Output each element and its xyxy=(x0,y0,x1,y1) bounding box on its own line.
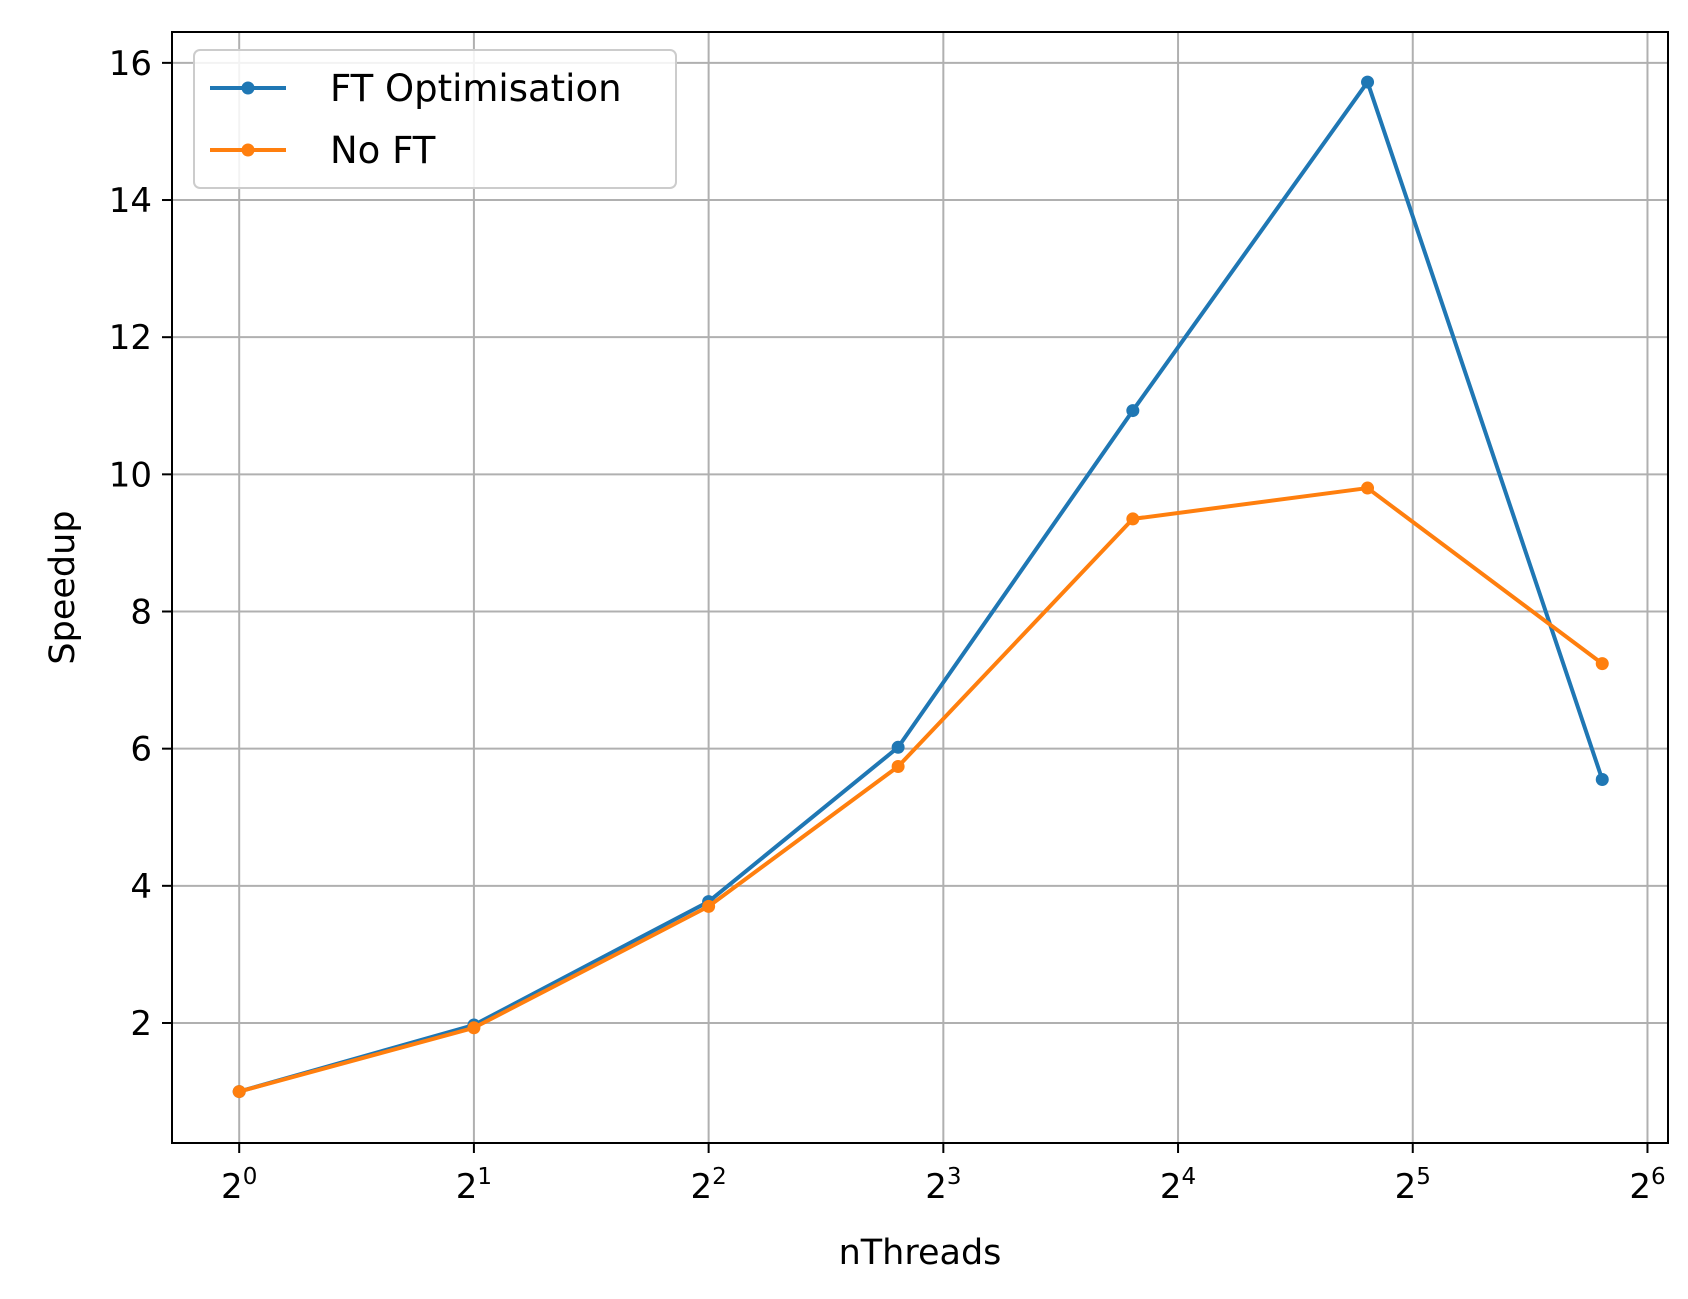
y-tick-label: 14 xyxy=(109,181,152,221)
x-axis-ticks: 20 21 22 23 24 25 26 xyxy=(221,1143,1666,1207)
data-point xyxy=(1595,657,1609,671)
y-tick-label: 8 xyxy=(130,593,152,633)
x-tick-exponent: 6 xyxy=(1651,1164,1666,1190)
series-line xyxy=(238,486,1604,1094)
series-1 xyxy=(232,481,1609,1099)
x-tick-label: 21 xyxy=(456,1164,492,1207)
y-tick-label: 10 xyxy=(109,455,152,495)
data-point xyxy=(1361,481,1375,495)
x-tick-exponent: 5 xyxy=(1416,1164,1431,1190)
x-tick-label: 24 xyxy=(1160,1164,1196,1207)
y-tick-label: 16 xyxy=(109,44,152,84)
x-tick-exponent: 2 xyxy=(712,1164,727,1190)
series-0 xyxy=(232,75,1609,1099)
y-tick-label: 6 xyxy=(130,730,152,770)
x-tick-label: 23 xyxy=(925,1164,961,1207)
legend-label: No FT xyxy=(330,129,436,172)
data-point xyxy=(1595,773,1609,787)
x-tick-base: 2 xyxy=(1395,1167,1417,1207)
x-tick-exponent: 0 xyxy=(243,1164,258,1190)
data-point xyxy=(1126,404,1140,418)
data-point xyxy=(232,1085,246,1099)
y-axis-ticks: 2 4 6 8 10 12 14 16 xyxy=(109,44,172,1044)
x-tick-base: 2 xyxy=(456,1167,478,1207)
legend-box xyxy=(193,49,677,189)
y-tick-label: 2 xyxy=(130,1004,152,1044)
grid xyxy=(172,32,1668,1143)
x-tick-label: 26 xyxy=(1629,1164,1665,1207)
y-tick-label: 12 xyxy=(109,318,152,358)
series-lines xyxy=(232,75,1609,1099)
x-tick-base: 2 xyxy=(925,1167,947,1207)
data-point xyxy=(702,899,716,913)
series-line xyxy=(238,80,1605,1094)
legend-swatch-marker xyxy=(241,81,255,95)
y-axis-label: Speedup xyxy=(43,510,83,664)
x-tick-label: 20 xyxy=(221,1164,257,1207)
x-tick-label: 25 xyxy=(1395,1164,1431,1207)
data-point xyxy=(1361,75,1375,89)
x-tick-base: 2 xyxy=(1629,1167,1651,1207)
data-point xyxy=(467,1021,481,1035)
x-tick-label: 22 xyxy=(690,1164,726,1207)
y-tick-label: 4 xyxy=(130,867,152,907)
legend-swatch-marker xyxy=(241,143,255,157)
x-tick-exponent: 4 xyxy=(1182,1164,1197,1190)
data-point xyxy=(891,740,905,754)
legend-item: FT Optimisation xyxy=(210,67,622,110)
legend: FT Optimisation No FT xyxy=(193,49,677,189)
x-axis-label: nThreads xyxy=(839,1233,1002,1273)
legend-item: No FT xyxy=(210,129,436,172)
x-tick-base: 2 xyxy=(1160,1167,1182,1207)
x-tick-base: 2 xyxy=(221,1167,243,1207)
data-point xyxy=(1126,512,1140,526)
x-tick-base: 2 xyxy=(690,1167,712,1207)
x-tick-exponent: 1 xyxy=(477,1164,492,1190)
plot-frame xyxy=(171,31,1669,1144)
data-point xyxy=(891,759,905,773)
legend-label: FT Optimisation xyxy=(330,67,622,110)
x-tick-exponent: 3 xyxy=(947,1164,962,1190)
